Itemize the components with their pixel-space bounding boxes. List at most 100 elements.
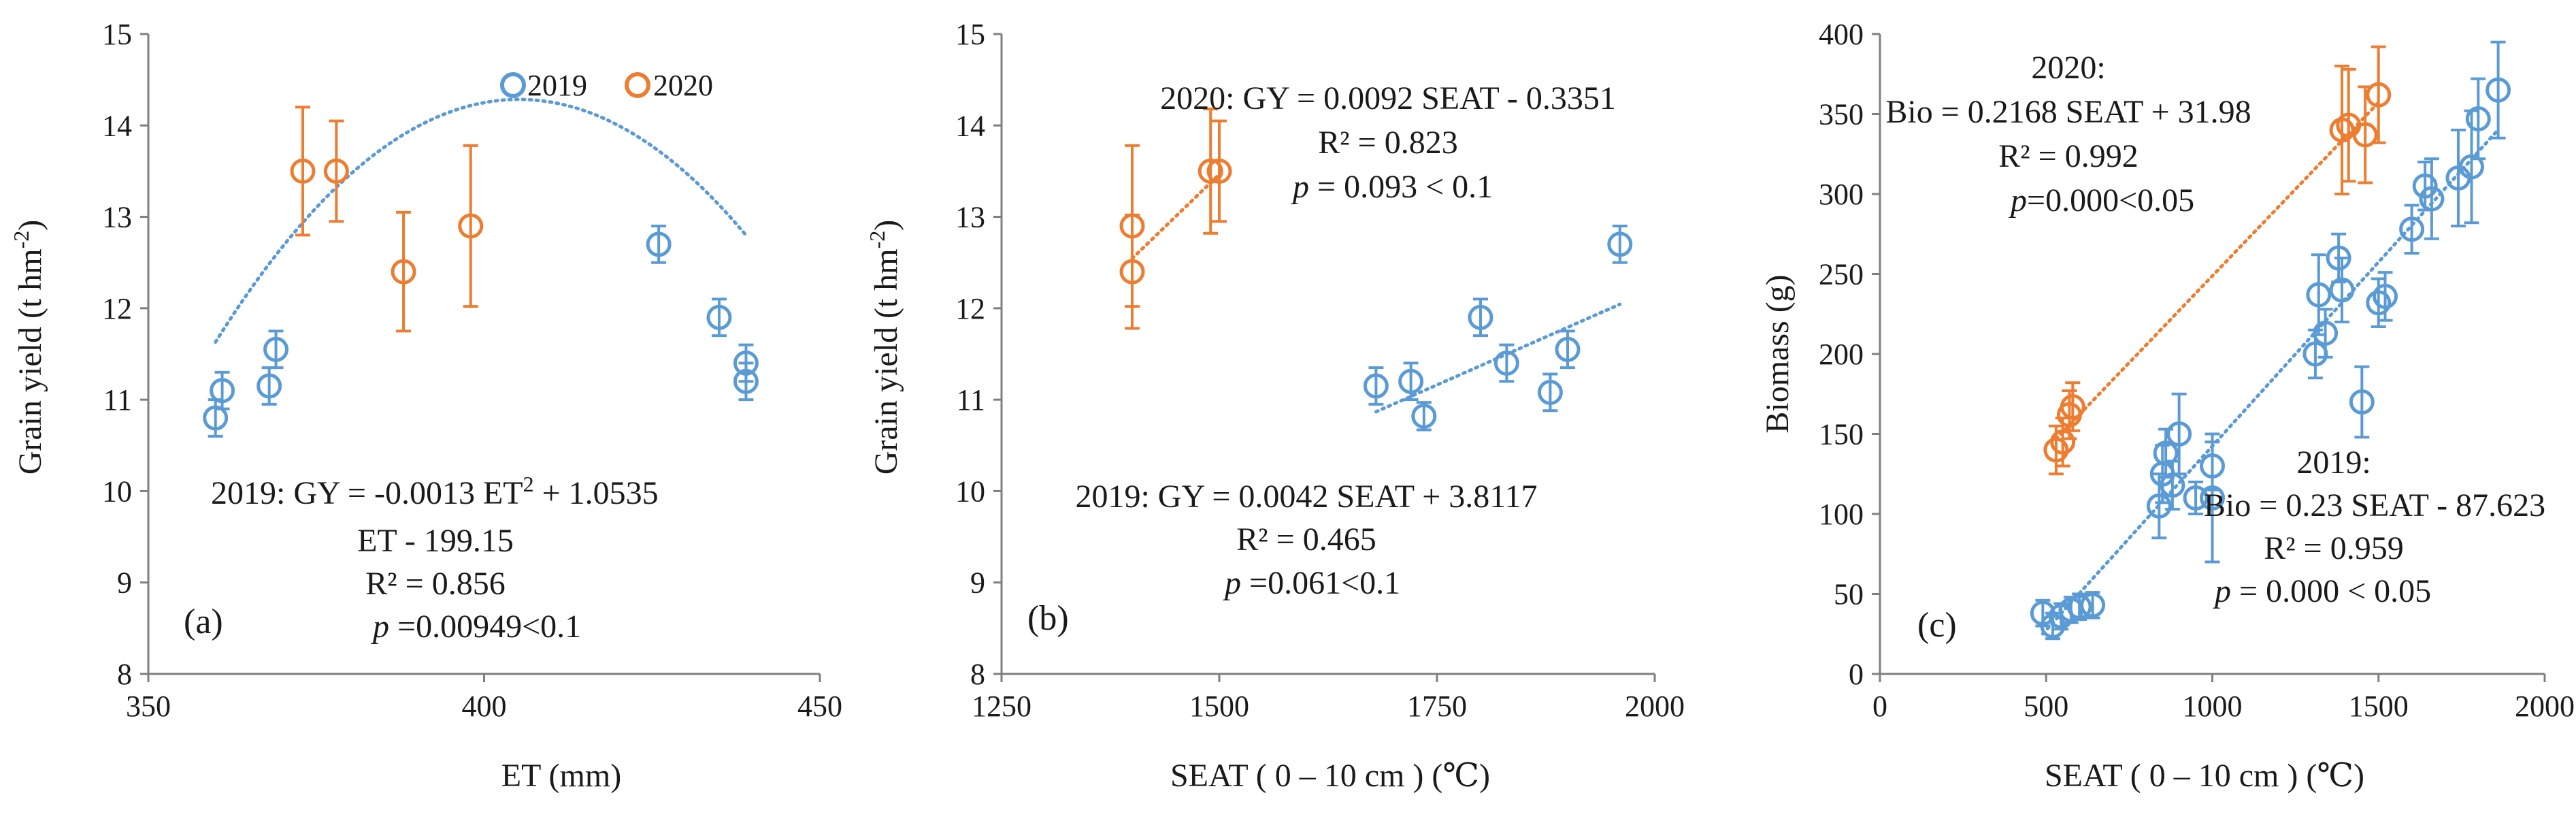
panel-c-point-2020: [2329, 65, 2355, 195]
legend-label-2019: 2019: [527, 69, 587, 102]
panel-a-label: (a): [184, 602, 223, 641]
panel-c-point-2019: [2465, 77, 2491, 161]
panel-c-point-2019: [2200, 432, 2225, 564]
panel-c-x-tick-label: 500: [2024, 690, 2068, 723]
panel-c-x-tick-label: 1000: [2183, 690, 2243, 723]
panel-b-y-tick-label: 14: [955, 109, 985, 142]
data-marker: [2146, 493, 2172, 519]
data-marker: [2326, 245, 2351, 271]
panel-a-y-tick-label: 12: [102, 292, 132, 325]
panel-b-eq2020-p-value: = 0.093 < 0.1: [1309, 169, 1493, 205]
svg-text:p=0.000<0.05: p=0.000<0.05: [2009, 182, 2194, 219]
panel-c-point-2019: [2183, 481, 2209, 515]
panel-c-y-tick-label: 50: [1834, 578, 1864, 611]
data-marker: [458, 213, 484, 239]
data-marker: [1607, 231, 1633, 257]
panel-a-point-2020: [323, 119, 349, 223]
panel-b-y-tick-label: 11: [957, 383, 985, 417]
panel-b-trendline-2019: [1374, 302, 1622, 414]
panel-a-point-2020: [290, 106, 316, 237]
data-marker: [2066, 594, 2092, 619]
data-marker: [2050, 429, 2076, 455]
data-marker: [2060, 394, 2085, 420]
panel-c-eq2020-p-symbol: p: [2009, 182, 2027, 219]
svg-text:p = 0.000 < 0.05: p = 0.000 < 0.05: [2213, 573, 2431, 609]
panel-c-trendline-2019: [2041, 128, 2500, 636]
panel-a-point-2019: [733, 361, 759, 402]
panel-b-y-axis-title: Grain yield (t hm-2): [865, 220, 904, 475]
panel-b-eq2020-p-symbol: p: [1291, 169, 1309, 205]
data-marker: [2412, 173, 2438, 199]
panel-a-eq-exponent: 2: [523, 472, 534, 496]
data-marker: [1119, 259, 1145, 285]
panel-b-label: (b): [1027, 599, 1069, 638]
panel-a-point-2019: [210, 370, 235, 410]
panel-b-y-tick-label: 15: [955, 18, 985, 51]
panel-c-point-2019: [2080, 591, 2106, 619]
panel-b-grain-yield-vs-seat: Grain yield (t hm-2) SEAT ( 0 – 10 cm ) …: [865, 18, 1685, 794]
data-marker: [2352, 122, 2378, 148]
panel-c-plot-area: 0 50 100 150 200 250 300 350 400 0 500 1000 1500 2000: [1819, 18, 2575, 723]
panel-c-y-tick-label: 100: [1819, 498, 1864, 531]
panel-b-point-2019: [1555, 329, 1581, 370]
data-marker: [203, 405, 229, 431]
panel-a-plot-area: 8 9 10 11 12 13 14 15 350 400 450: [102, 18, 842, 723]
panel-a-y-axis-title: Grain yield (t hm-2): [9, 220, 48, 475]
panel-c-point-2019: [2306, 253, 2332, 336]
panel-b-x-tick-label: 1750: [1407, 690, 1467, 723]
data-marker: [646, 231, 672, 257]
data-marker: [706, 304, 732, 330]
panel-c-eq2019-p-value: = 0.000 < 0.05: [2231, 573, 2431, 609]
panel-b-point-2019: [1537, 372, 1563, 413]
panel-a-y-tick-label: 14: [102, 109, 132, 142]
svg-text:p =0.061<0.1: p =0.061<0.1: [1223, 565, 1400, 601]
data-marker: [1206, 158, 1232, 184]
panel-c-eq2019-line1: Bio = 0.23 SEAT - 87.623: [2204, 487, 2545, 523]
panel-b-x-tick-label: 1500: [1189, 690, 1249, 723]
panel-c-y-axis-title: Biomass (g): [1760, 274, 1796, 433]
data-marker: [1493, 350, 1519, 376]
data-marker: [2349, 389, 2375, 415]
data-marker: [2329, 277, 2355, 303]
panel-b-eq2019-r2: R² = 0.465: [1236, 521, 1376, 558]
panel-b-equation-2019: 2019: GY = 0.0042 SEAT + 3.8117 R² = 0.4…: [1075, 479, 1537, 601]
data-marker: [210, 378, 235, 404]
legend: 2019 2020: [500, 69, 713, 102]
panel-b-point-2020: [1119, 213, 1145, 330]
data-marker: [2399, 216, 2425, 242]
data-marker: [2160, 472, 2185, 498]
panel-b-point-2020: [1206, 119, 1232, 223]
panel-c-eq2020-r2: R² = 0.992: [1998, 138, 2138, 174]
data-marker: [2313, 320, 2339, 346]
panel-c-eq2019-r2: R² = 0.959: [2264, 530, 2403, 566]
panel-c-x-axis-title: SEAT ( 0 – 10 cm ) (℃): [2045, 758, 2364, 794]
data-marker: [1468, 304, 1493, 330]
data-marker: [323, 158, 349, 184]
panel-a-y-tick-label: 11: [103, 383, 132, 417]
panel-b-point-2019: [1607, 225, 1633, 264]
panel-c-x-tick-label: 1500: [2349, 690, 2409, 723]
panel-b-x-axis-title: SEAT ( 0 – 10 cm ) (℃): [1170, 758, 1490, 794]
panel-c-eq2020-p-value: =0.000<0.05: [2027, 182, 2194, 219]
data-marker: [2366, 82, 2392, 108]
panel-b-point-2019: [1493, 343, 1519, 383]
panel-c-eq2020-year: 2020:: [2031, 50, 2105, 86]
svg-text:2019: GY = -0.0013 ET2 + 1.053: 2019: GY = -0.0013 ET2 + 1.0535: [211, 472, 659, 511]
data-marker: [1198, 158, 1223, 184]
panel-c-point-2019: [2419, 157, 2445, 240]
panel-a-eq-line1: 2019: GY = -0.0013 ET: [211, 475, 523, 511]
data-marker: [2200, 485, 2225, 511]
panel-a-y-tick-label: 15: [102, 18, 132, 51]
panel-b-plot-area: 8 9 10 11 12 13 14 15 1250 1500 1750 2000: [955, 18, 1685, 723]
panel-b-eq2020-line1: 2020: GY = 0.0092 SEAT - 0.3351: [1160, 80, 1616, 116]
data-marker: [2366, 290, 2392, 316]
panel-a-eq-line2: ET - 199.15: [357, 523, 514, 559]
panel-a-y-tick-label: 10: [102, 474, 132, 508]
panel-c-point-2020: [2060, 381, 2085, 432]
panel-a-eq-p-symbol: p: [371, 609, 389, 645]
panel-a-y-tick-label: 13: [102, 201, 132, 234]
panel-b-point-2019: [1363, 366, 1389, 406]
data-marker: [2166, 421, 2192, 447]
data-marker: [1363, 373, 1389, 399]
